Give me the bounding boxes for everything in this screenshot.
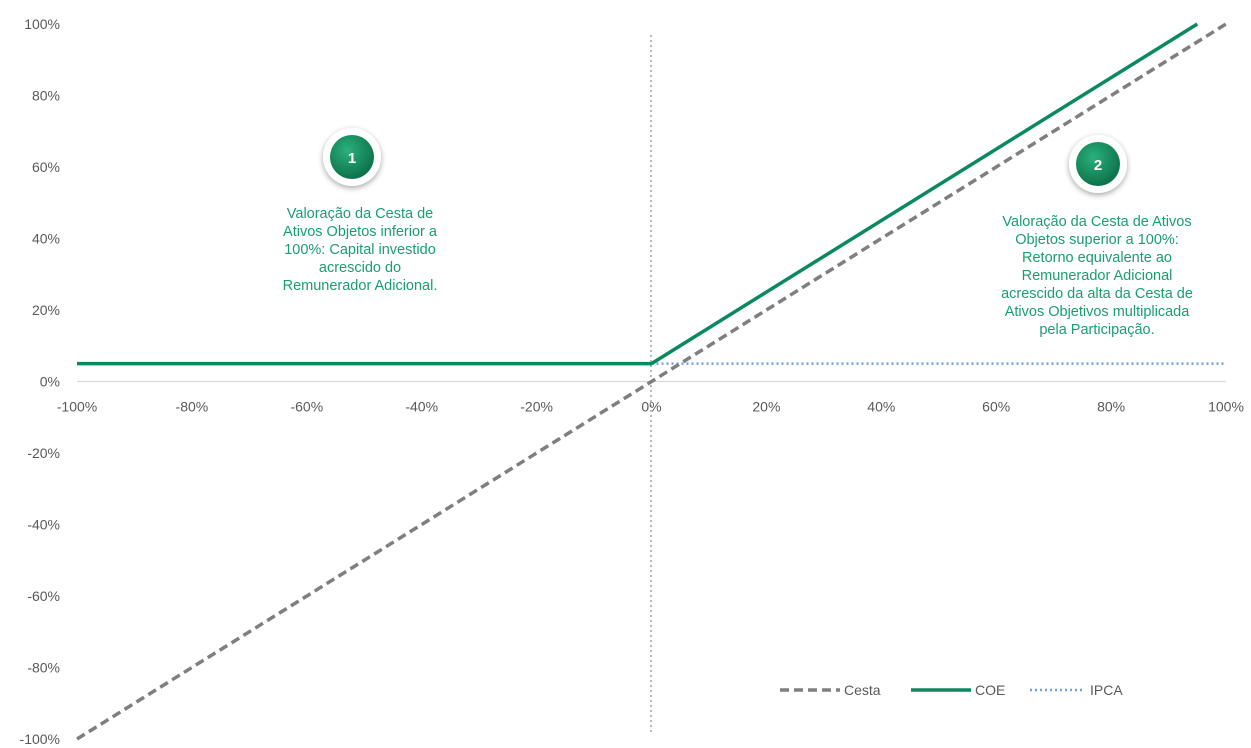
annotation-line: Remunerador Adicional	[1022, 268, 1173, 284]
annotation-1-text: Valoração da Cesta de Ativos Objetos infe…	[283, 206, 438, 294]
y-tick-label: -80%	[27, 660, 60, 676]
annotation-line: Ativos Objetos inferior a	[283, 224, 438, 240]
legend: Cesta COE IPCA	[780, 682, 1123, 698]
x-tick-label: 80%	[1097, 399, 1125, 415]
annotation-line: Objetos superior a 100%:	[1015, 232, 1179, 248]
annotation-2-text: Valoração da Cesta de Ativos Objetos supe…	[1001, 214, 1193, 338]
series-layer	[76, 22, 1227, 741]
y-tick-label: -20%	[27, 445, 60, 461]
x-tick-label: 60%	[982, 399, 1010, 415]
y-tick-label: 20%	[32, 302, 60, 318]
series-line-cesta	[76, 22, 1227, 741]
annotation-line: Valoração da Cesta de Ativos	[1002, 214, 1191, 230]
x-tick-label: 100%	[1208, 399, 1244, 415]
annotation-line: Retorno equivalente ao	[1022, 250, 1172, 266]
annotation-line: Valoração da Cesta de	[287, 206, 433, 222]
x-tick-label: -80%	[176, 399, 209, 415]
annotation-line: acrescido do	[319, 260, 401, 276]
annotation-2: 2 Valoração da Cesta de Ativos Objetos su…	[1001, 135, 1193, 338]
y-tick-label: 60%	[32, 159, 60, 175]
badge-1	[323, 128, 381, 186]
x-tick-label: 40%	[867, 399, 895, 415]
y-tick-label: -100%	[20, 731, 60, 747]
x-tick-label: -20%	[520, 399, 553, 415]
x-tick-label: 20%	[752, 399, 780, 415]
y-tick-label: 80%	[32, 88, 60, 104]
annotation-line: 100%: Capital investido	[284, 242, 436, 258]
badge-1-number: 1	[348, 150, 356, 167]
annotation-1: 1 Valoração da Cesta de Ativos Objetos in…	[283, 128, 438, 294]
y-tick-label: 40%	[32, 231, 60, 247]
legend-label-cesta: Cesta	[844, 682, 881, 698]
x-tick-label: 0%	[641, 399, 661, 415]
annotation-line: pela Participação.	[1039, 322, 1154, 338]
annotation-line: Remunerador Adicional.	[283, 278, 438, 294]
badge-2-number: 2	[1094, 157, 1102, 174]
x-tick-label: -60%	[290, 399, 323, 415]
x-tick-labels: -100% -80% -60% -40% -20% 0% 20% 40% 60% 80% 100%	[57, 399, 1244, 415]
x-tick-label: -40%	[405, 399, 438, 415]
y-tick-labels: 100% 80% 60% 40% 20% 0% -20% -40% -60% -80% -100%	[20, 16, 60, 747]
y-tick-label: 0%	[40, 374, 60, 390]
series-line-coe	[77, 22, 1199, 366]
annotation-line: acrescido da alta da Cesta de	[1001, 286, 1193, 302]
y-tick-label: -60%	[27, 588, 60, 604]
y-tick-label: 100%	[24, 16, 60, 32]
annotation-line: Ativos Objetivos multiplicada	[1005, 304, 1190, 320]
y-tick-label: -40%	[27, 517, 60, 533]
legend-label-ipca: IPCA	[1090, 682, 1123, 698]
legend-label-coe: COE	[975, 682, 1005, 698]
x-tick-label: -100%	[57, 399, 97, 415]
badge-2	[1069, 135, 1127, 193]
